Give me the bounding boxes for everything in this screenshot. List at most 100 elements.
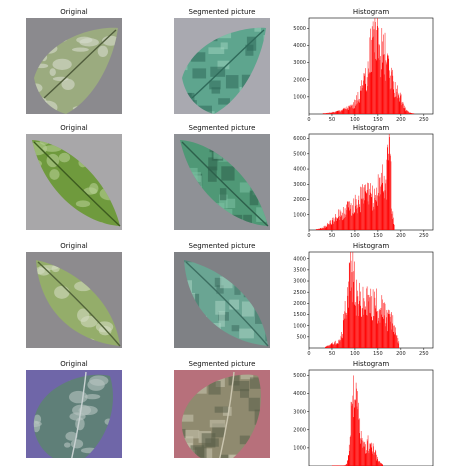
histogram-bar [386,180,387,230]
y-tick-label: 4000 [293,256,306,262]
histogram-bar [361,317,362,348]
histogram-bar [326,347,327,348]
histogram-bar [395,327,396,348]
histogram-bar [349,263,350,348]
histogram-bar [394,325,395,348]
histogram-bar [365,442,366,466]
histogram-bar [391,88,392,114]
y-tick-label: 5000 [293,373,306,379]
histogram-bar [352,404,353,466]
histogram-bar [345,301,346,348]
x-tick-label: 250 [419,233,429,239]
histogram-bar [362,308,363,348]
histogram-bar [365,76,366,114]
histogram-bar [378,58,379,114]
y-tick-label: 5000 [293,151,306,157]
histogram-bar [344,108,345,114]
histogram-bar [361,187,362,230]
histogram-bar [348,202,349,230]
histogram-bar [368,183,369,230]
histogram-bar [381,308,382,348]
histogram-bar [343,219,344,230]
histogram-bar [349,451,350,466]
histogram-bar [385,81,386,114]
histogram-bar [323,113,324,114]
histogram-bar [413,113,414,114]
histogram-bar [317,229,318,230]
histogram-bar [371,447,372,466]
histogram-bar [365,454,366,466]
histogram-bar [376,201,377,230]
histogram-bar [389,70,390,114]
histogram-bar [362,199,363,230]
histogram-bar [316,229,317,230]
histogram-bar [336,218,337,230]
x-tick-label: 50 [329,117,335,123]
histogram-bar [393,76,394,114]
histogram-bar [364,301,365,348]
histogram-bar [404,108,405,114]
histogram-bar [398,95,399,114]
histogram-bar [372,320,373,348]
histogram-bar [381,315,382,348]
histogram-bar [393,218,394,230]
histogram-bar [359,304,360,348]
histogram-bar [334,112,335,114]
histogram-bar [352,205,353,230]
histogram-bar [333,112,334,114]
y-tick-label: 3000 [293,60,306,66]
original-image-panel [26,252,122,348]
histogram-bar [350,205,351,230]
histogram-bar [348,308,349,348]
histogram-bar [363,204,364,230]
histogram-bar [354,417,355,466]
histogram-bar [365,84,366,114]
histogram-bar [367,316,368,348]
histogram-bar [355,195,356,230]
histogram-bar [399,102,400,114]
segmented-title: Segmented picture [172,242,272,250]
histogram-bar [389,78,390,114]
segmented-title: Segmented picture [172,124,272,132]
histogram-bar [364,447,365,466]
histogram-bar [344,311,345,348]
histogram-bar [361,199,362,230]
histogram-bar [402,104,403,114]
histogram-bar [353,396,354,466]
histogram-bar [333,218,334,230]
histogram-bar [392,219,393,230]
histogram-bar [387,160,388,230]
histogram-bar [369,453,370,466]
histogram-bar [338,111,339,114]
histogram-bar [366,194,367,230]
histogram-bar [346,215,347,230]
histogram-bar [360,292,361,348]
histogram-bar [359,433,360,466]
histogram-bar [369,72,370,114]
histogram-bar [385,190,386,230]
histogram-bar [382,295,383,348]
histogram-bar [379,196,380,230]
histogram-bar [365,310,366,348]
histogram-bar [376,200,377,230]
histogram-bar [343,334,344,348]
histogram-bar [347,287,348,348]
histogram-bar [351,203,352,230]
histogram-bar [353,214,354,230]
histogram-bar [390,317,391,348]
histogram-bar [391,312,392,348]
histogram-title: Histogram [321,242,421,250]
histogram-bar [361,80,362,114]
histogram-bar [373,37,374,114]
histogram-bar [322,228,323,230]
histogram-bar [332,218,333,230]
histogram-bar [346,109,347,114]
histogram-bar [337,343,338,348]
histogram-bar [352,406,353,466]
histogram-bar [360,91,361,114]
histogram-bar [355,100,356,114]
histogram-bar [386,200,387,230]
histogram-bar [353,105,354,114]
